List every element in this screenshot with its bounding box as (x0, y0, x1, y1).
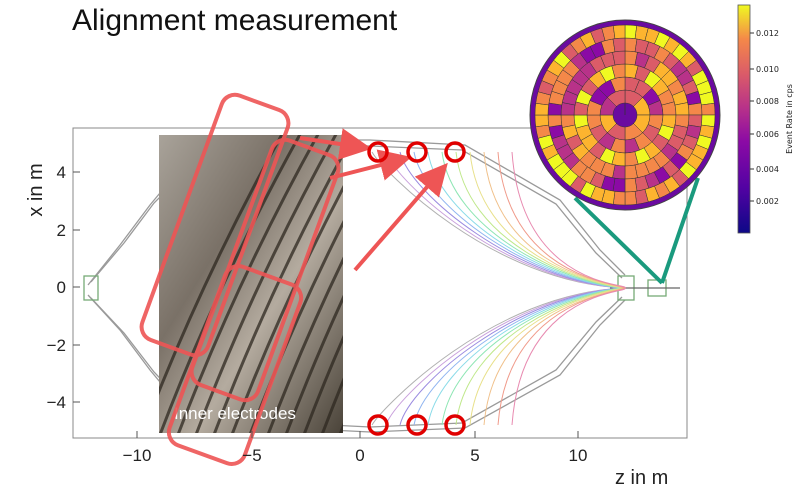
arrow-2 (329, 149, 412, 181)
detector-pixel (701, 102, 716, 116)
colorbar-tick-label: 0.006 (756, 130, 779, 139)
highlight-box-3 (166, 263, 304, 467)
electrode-wire (321, 377, 343, 433)
colorbar: 0.012 0.010 0.008 0.006 0.004 0.002 Event Rat… (737, 4, 794, 234)
detector-pixel-map (529, 19, 721, 211)
detector-pixel (624, 191, 638, 206)
detector-pixel (534, 114, 549, 128)
electrode-wire (195, 135, 338, 433)
detector-pixel (534, 102, 549, 116)
field-line-upper (469, 151, 626, 289)
field-line-lower (469, 287, 626, 426)
y-tick-label: 0 (57, 278, 66, 297)
y-tick-label: 4 (57, 163, 66, 182)
x-axis-label: z in m (615, 467, 668, 489)
detector-pixel (612, 24, 626, 39)
highlight-box-2 (189, 137, 341, 403)
y-axis-label: x in m (25, 163, 47, 216)
field-line-lower (427, 287, 626, 426)
pointer-arrows (299, 128, 448, 272)
slide-title: Alignment measurement (72, 4, 398, 37)
x-tick-label: −5 (242, 446, 261, 465)
field-line-lower (413, 287, 626, 426)
x-tick-label: 5 (470, 446, 479, 465)
detector-pixel (701, 114, 716, 128)
detector-pixel (687, 102, 703, 116)
field-line-upper (441, 151, 626, 289)
x-tick-label: 10 (569, 446, 588, 465)
electrode-wire (285, 294, 343, 433)
electrode-wire (177, 135, 320, 433)
y-tick-label: −2 (47, 336, 66, 355)
detector-pixel (674, 102, 690, 116)
detector-pixel (560, 114, 576, 128)
x-tick-label: −10 (123, 446, 152, 465)
electrode-highlights (139, 92, 341, 467)
colorbar-tick-label: 0.004 (756, 165, 779, 174)
detector-pixel (624, 177, 638, 193)
colorbar-tick-label: 0.012 (756, 29, 779, 38)
detector-pixel (612, 191, 626, 206)
detector-connector (573, 177, 700, 285)
alignment-markers (367, 141, 466, 436)
field-line-lower (483, 287, 626, 426)
marker-bottom-1 (367, 414, 389, 436)
electrode-wire (267, 256, 343, 433)
field-line-upper (511, 151, 626, 289)
electrode-wire (303, 334, 343, 433)
field-line-lower (441, 287, 626, 426)
marker-bottom-2 (406, 414, 428, 436)
detector-pixel (612, 50, 626, 66)
colorbar-gradient (737, 4, 751, 234)
detector-pixel (547, 114, 563, 128)
y-tick-label: −4 (47, 393, 66, 412)
marker-top-3 (444, 141, 466, 163)
colorbar-tick-label: 0.010 (756, 65, 779, 74)
colorbar-tick-label: 0.002 (756, 197, 779, 206)
marker-top-1 (367, 141, 389, 163)
detector-pixel (624, 164, 638, 180)
field-line-upper (483, 151, 626, 289)
arrow-1 (299, 128, 372, 160)
field-line-upper (455, 151, 626, 289)
colorbar-tick-label: 0.008 (756, 97, 779, 106)
inner-electrodes-label: Inner electrodes (174, 404, 296, 423)
y-tick-label: 2 (57, 221, 66, 240)
x-tick-label: 0 (355, 446, 364, 465)
marker-top-2 (406, 141, 428, 163)
detector-pixel (624, 24, 638, 39)
detector-pixel (612, 37, 626, 53)
field-line-lower (497, 287, 626, 426)
field-line-lower (455, 287, 626, 426)
field-line-lower (511, 287, 626, 426)
colorbar-label: Event Rate in cps (785, 84, 794, 154)
marker-bottom-3 (444, 414, 466, 436)
arrow-3 (353, 162, 448, 272)
highlight-box-1 (139, 92, 291, 358)
